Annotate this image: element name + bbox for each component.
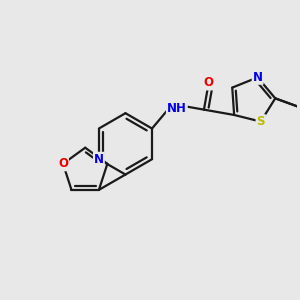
Text: O: O [58,157,68,170]
Text: NH: NH [167,102,187,115]
Text: N: N [253,71,262,84]
Text: O: O [203,76,213,89]
Text: N: N [94,153,104,166]
Text: S: S [256,115,265,128]
